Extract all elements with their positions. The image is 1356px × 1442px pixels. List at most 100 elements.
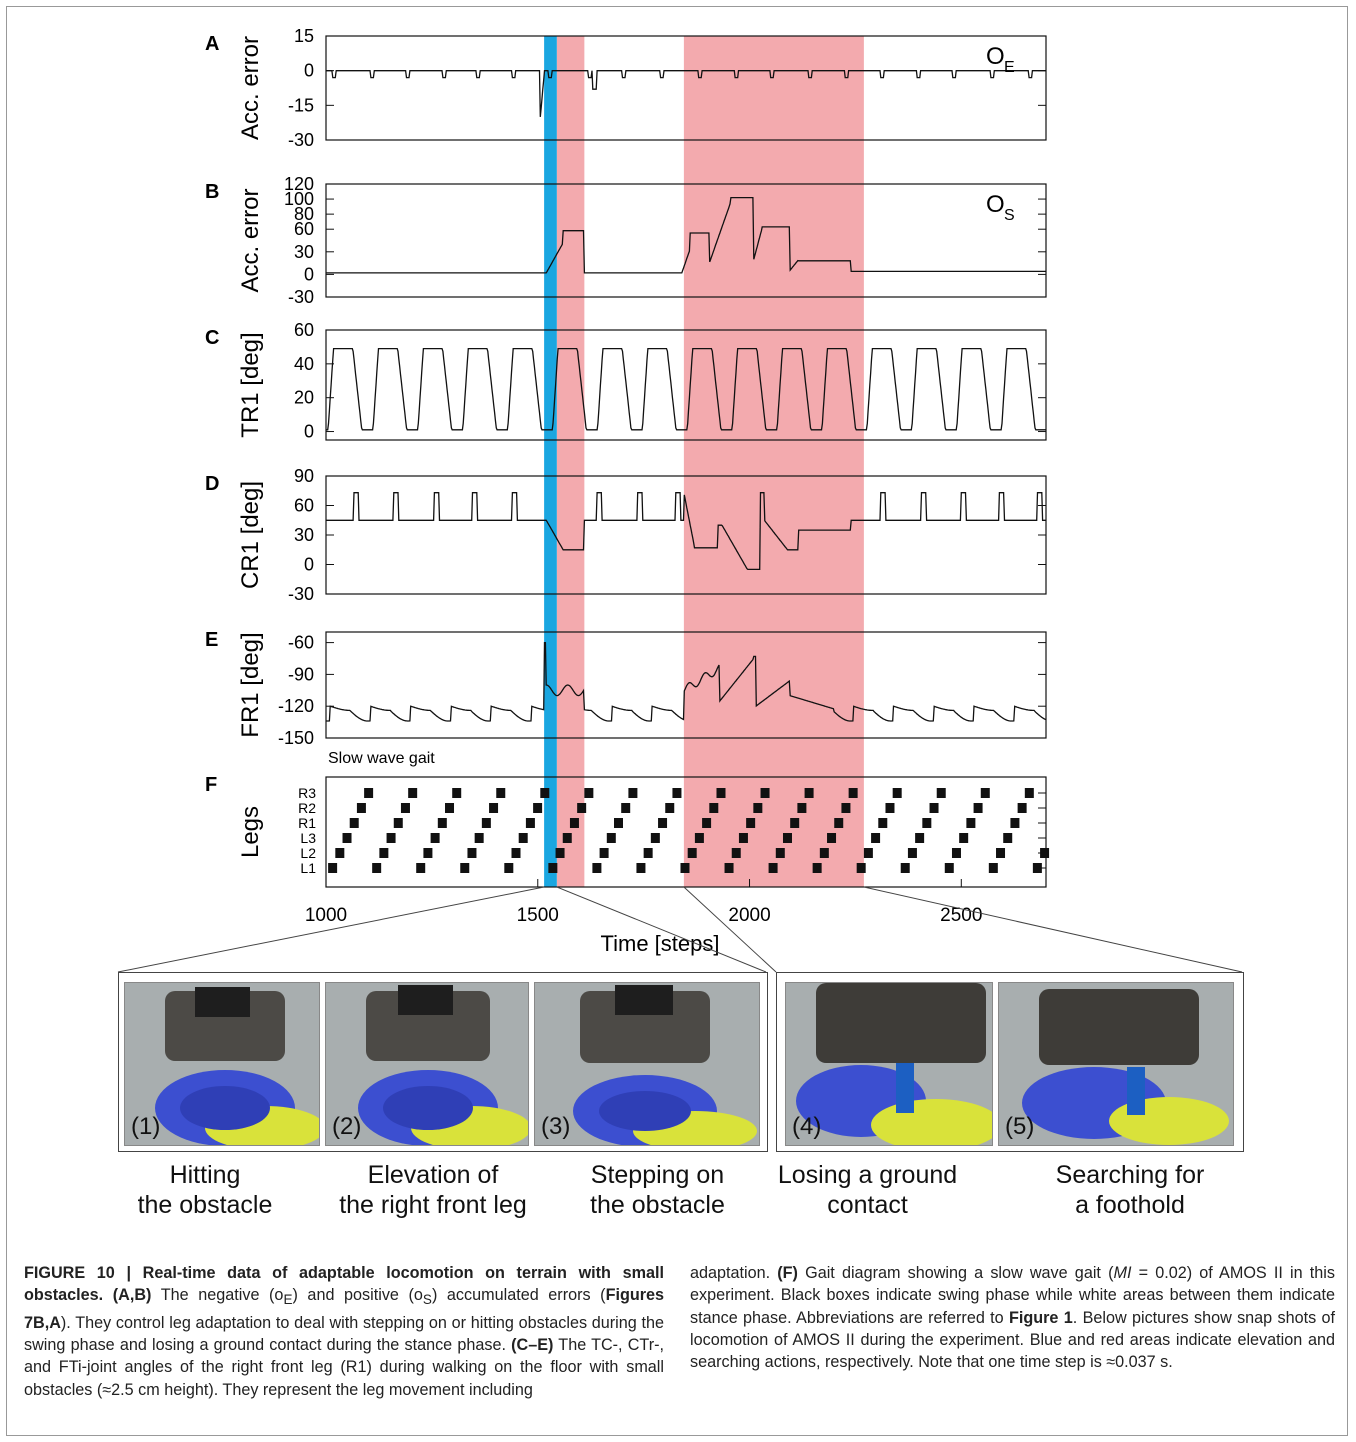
- panel-C: C TR1 [deg] 60 40 20 0: [205, 320, 1047, 442]
- swing-box: [863, 848, 873, 858]
- y-axis-label: FR1 [deg]: [237, 632, 264, 737]
- photo-group-1: [118, 972, 768, 1152]
- swing-box: [936, 788, 946, 798]
- swing-box: [827, 833, 837, 843]
- zoom-leader-lines: [117, 886, 1243, 973]
- photo-label-line: a foothold: [1075, 1191, 1185, 1219]
- y-tick-label: 0: [304, 555, 314, 575]
- swing-box: [753, 803, 763, 813]
- caption-text: = 0.02) of AMOS II in this experiment. B…: [690, 1264, 1335, 1327]
- y-tick-label: 60: [294, 219, 314, 239]
- photo-label-line: Stepping on: [590, 1161, 725, 1189]
- y-axis-label: Acc. error: [237, 188, 264, 292]
- swing-box: [511, 848, 521, 858]
- y-tick-label: 100: [284, 189, 314, 209]
- plot-frame: [325, 776, 1047, 888]
- photo-label-line: the obstacle: [137, 1191, 273, 1219]
- swing-box: [628, 788, 638, 798]
- x-axis-label: Time [steps]: [601, 931, 720, 956]
- photo-2: (2): [325, 982, 529, 1146]
- leader-line: [683, 886, 777, 973]
- swing-box: [856, 863, 866, 873]
- swing-box: [650, 833, 660, 843]
- swing-box: [665, 803, 675, 813]
- y-tick-label: -30: [288, 584, 314, 604]
- y-axis-label: TR1 [deg]: [237, 332, 264, 437]
- panel-letter: C: [205, 327, 219, 349]
- swing-box: [812, 863, 822, 873]
- swing-box: [496, 788, 506, 798]
- swing-box: [738, 833, 748, 843]
- swing-box: [636, 863, 646, 873]
- photo-number: (1): [131, 1113, 161, 1140]
- swing-box: [1010, 818, 1020, 828]
- caption-text: ) and positive (o: [292, 1286, 423, 1305]
- robot-snapshot-image: [786, 983, 992, 1145]
- swing-box: [592, 863, 602, 873]
- swing-box: [540, 788, 550, 798]
- swing-box: [819, 848, 829, 858]
- y-tick-label: -150: [278, 728, 314, 748]
- red-region-2: [683, 36, 864, 887]
- blue-region: [544, 36, 557, 887]
- series-line: [325, 641, 1047, 722]
- y-tick-label: 120: [284, 174, 314, 194]
- swing-box: [423, 848, 433, 858]
- panel-letter: D: [205, 473, 219, 495]
- swing-box: [973, 803, 983, 813]
- swing-box: [621, 803, 631, 813]
- swing-box: [797, 803, 807, 813]
- panel-D: D CR1 [deg] 90 60 30 0 -30: [205, 466, 1047, 604]
- figure-frame: [6, 6, 1348, 1436]
- swing-box: [342, 833, 352, 843]
- caption-text: ). They control leg adaptation to deal w…: [24, 1313, 664, 1355]
- swing-box: [504, 863, 514, 873]
- robot-snapshot-image: [326, 983, 528, 1145]
- swing-box: [1032, 863, 1042, 873]
- swing-box: [680, 863, 690, 873]
- leader-line: [863, 886, 1243, 973]
- swing-box: [1040, 848, 1050, 858]
- y-tick-label: -120: [278, 696, 314, 716]
- swing-box: [922, 818, 932, 828]
- swing-box: [731, 848, 741, 858]
- photo-label-line: Hitting: [169, 1161, 241, 1189]
- swing-box: [929, 803, 939, 813]
- photo-label-line: Elevation of: [367, 1161, 499, 1189]
- swing-box: [892, 788, 902, 798]
- swing-box: [349, 818, 359, 828]
- swing-box: [694, 833, 704, 843]
- swing-box: [416, 863, 426, 873]
- swing-box: [430, 833, 440, 843]
- robot-snapshot-image: [999, 983, 1233, 1145]
- series-label: O: [986, 43, 1005, 70]
- plot-frame: [325, 183, 1047, 298]
- leg-label: R1: [298, 815, 316, 831]
- y-tick-label: 30: [294, 525, 314, 545]
- photo-5: (5): [998, 982, 1234, 1146]
- swing-box: [525, 818, 535, 828]
- leader-line: [117, 886, 545, 973]
- swing-box: [915, 833, 925, 843]
- swing-box: [393, 818, 403, 828]
- swing-box: [1024, 788, 1034, 798]
- swing-box: [658, 818, 668, 828]
- caption-ref: (A,B): [112, 1286, 152, 1305]
- swing-box: [709, 803, 719, 813]
- y-tick-label: 90: [294, 466, 314, 486]
- photo-label-5: Searching for a foothold: [1030, 1160, 1230, 1220]
- y-tick-label: 80: [294, 204, 314, 224]
- y-tick-label: -60: [288, 633, 314, 653]
- swing-box: [445, 803, 455, 813]
- swing-box: [643, 848, 653, 858]
- panel-A: A Acc. error 15 0 -15 -30 O E: [205, 26, 1047, 150]
- swing-box: [437, 818, 447, 828]
- swing-box: [577, 803, 587, 813]
- photo-label-line: Searching for: [1055, 1161, 1205, 1189]
- y-tick-label: -30: [288, 287, 314, 307]
- swing-box: [746, 818, 756, 828]
- series-line: [326, 347, 1046, 431]
- caption-figure-link: Figure 1: [1008, 1308, 1073, 1327]
- y-tick-label: 60: [294, 320, 314, 340]
- photo-number: (3): [541, 1113, 571, 1140]
